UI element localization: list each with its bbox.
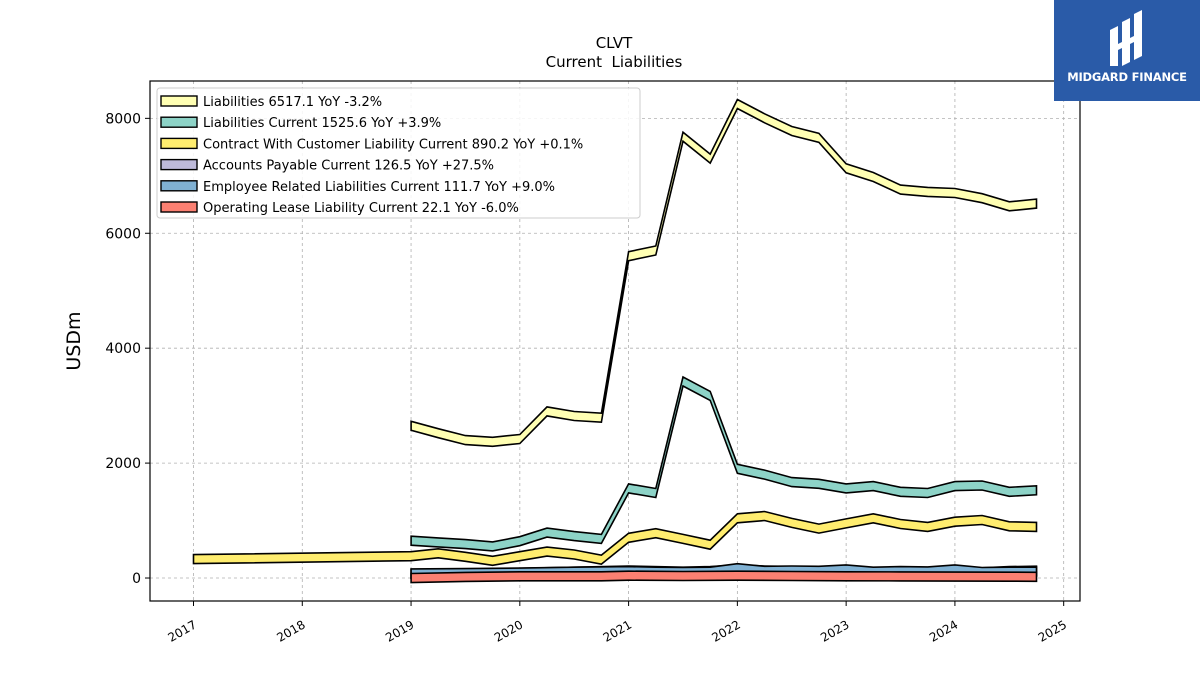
legend-label: Accounts Payable Current 126.5 YoY +27.5… — [203, 159, 494, 174]
y-tick-label: 0 — [132, 571, 141, 587]
y-tick-label: 6000 — [105, 226, 141, 242]
y-tick-label: 2000 — [105, 456, 141, 472]
series-layer — [192, 98, 1038, 584]
series-line-2 — [192, 510, 1038, 567]
x-tick-label: 2021 — [601, 617, 634, 644]
chart-title: CLVT — [596, 34, 633, 52]
x-tick-label: 2023 — [818, 617, 851, 644]
legend-swatch — [160, 158, 198, 171]
legend-swatch — [160, 95, 198, 107]
series-line-5 — [410, 570, 1038, 584]
legend-label: Liabilities Current 1525.6 YoY +3.9% — [203, 116, 441, 131]
brand-logo: MIDGARD FINANCE — [1054, 0, 1200, 101]
legend-swatch — [160, 137, 198, 150]
legend-label: Liabilities 6517.1 YoY -3.2% — [203, 95, 382, 110]
series-line-1 — [410, 375, 1038, 552]
x-tick-label: 2017 — [166, 617, 199, 644]
x-tick-label: 2024 — [927, 617, 960, 644]
x-tick-label: 2025 — [1036, 617, 1069, 644]
series-line-0 — [410, 98, 1038, 448]
x-tick-label: 2019 — [383, 617, 416, 644]
x-tick-label: 2020 — [492, 617, 525, 644]
legend-label: Contract With Customer Liability Current… — [203, 137, 583, 152]
legend-label: Operating Lease Liability Current 22.1 Y… — [203, 201, 519, 216]
legend: Liabilities 6517.1 YoY -3.2% Liabilities … — [156, 87, 641, 219]
y-tick-label: 4000 — [105, 341, 141, 357]
chart-subtitle: Current Liabilities — [546, 53, 683, 71]
legend-swatch — [160, 180, 198, 192]
logo-mark-icon — [1110, 10, 1142, 66]
legend-box — [156, 87, 641, 219]
y-tick-label: 8000 — [105, 111, 141, 127]
legend-label: Employee Related Liabilities Current 111… — [203, 180, 555, 195]
legend-swatch — [160, 201, 198, 213]
plot-frame — [149, 80, 1081, 602]
x-tick-label: 2022 — [709, 617, 742, 644]
legend-swatch — [160, 116, 198, 128]
x-tick-label: 2018 — [274, 617, 307, 644]
logo-text: MIDGARD FINANCE — [1067, 70, 1187, 84]
y-axis-label: USDm — [63, 311, 85, 370]
